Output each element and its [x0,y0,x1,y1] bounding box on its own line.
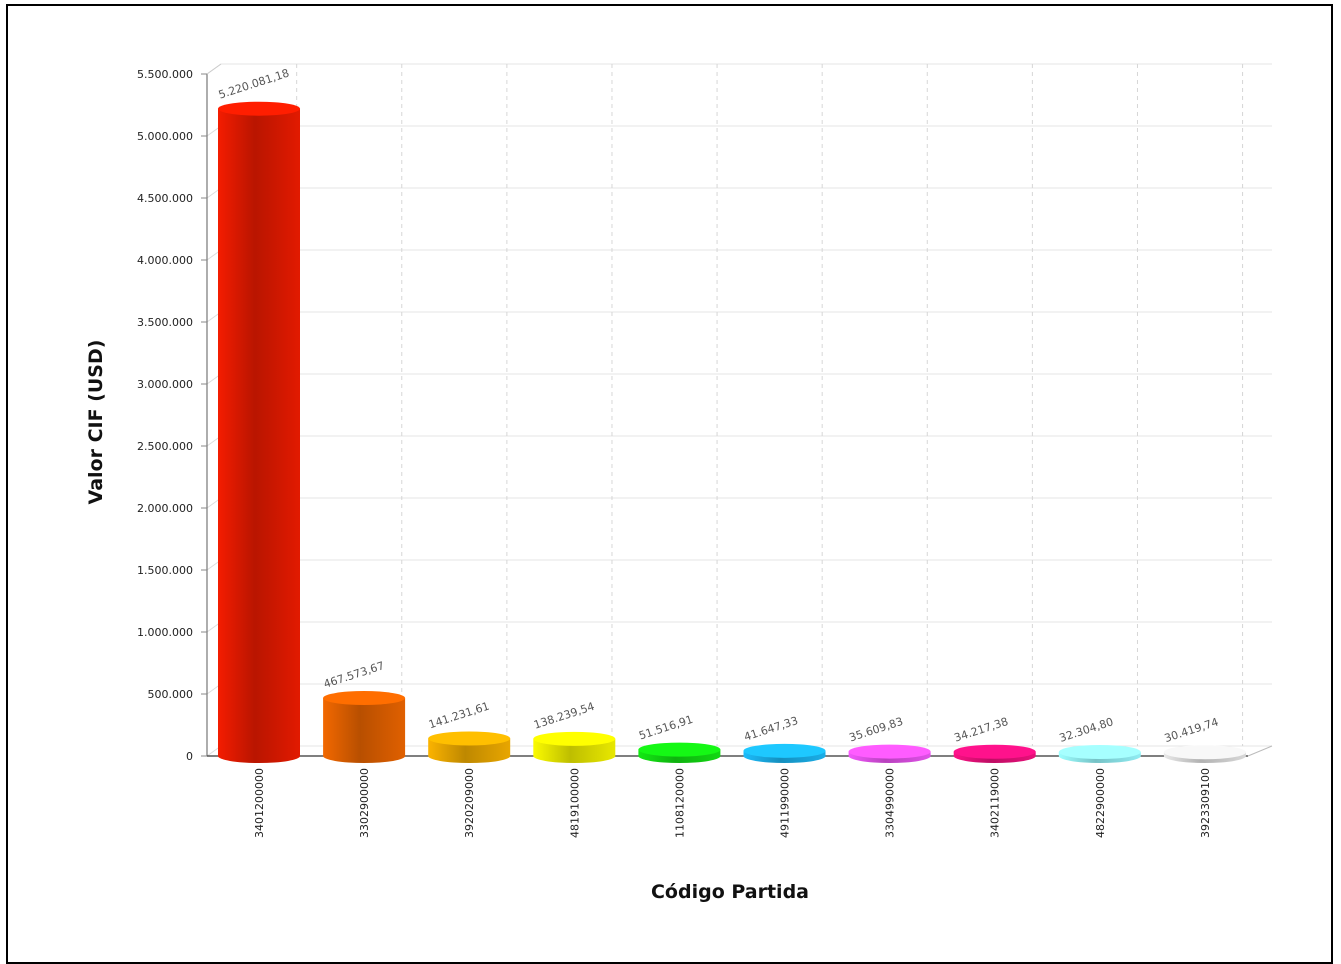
bar-4911990000[interactable] [743,743,826,764]
bar-top [848,744,931,759]
data-label: 41.647,33 [742,714,799,744]
data-labels: 5.220.081,18 467.573,67 141.231,61 138.239,… [217,66,1220,745]
x-tick-label: 4822900000 [1094,768,1107,838]
y-tick-label: 5.500.000 [137,68,193,81]
bar-3401200000[interactable] [218,101,300,763]
y-tick-label: 3.500.000 [137,316,193,329]
data-label: 138.239,54 [532,700,596,732]
x-tick-label: 3923309100 [1199,768,1212,838]
data-label: 141.231,61 [427,700,491,732]
bar-3302900000[interactable] [323,691,406,764]
x-tick-label: 4819100000 [568,768,581,838]
x-tick-label: 3402119000 [989,768,1002,838]
bar-top [533,731,616,746]
data-label: 35.609,83 [848,715,905,745]
bar-top [743,743,826,758]
bar-body [428,738,511,764]
bar-top [218,101,300,116]
bar-top [323,691,406,706]
x-axis-depth [1247,745,1273,757]
data-label: 51.516,91 [637,713,694,743]
bar-1108120000[interactable] [638,742,721,764]
x-tick-label: 4911990000 [779,768,792,838]
data-label: 5.220.081,18 [217,66,291,101]
bar-3920209000[interactable] [428,731,511,764]
x-tick-label: 3920209000 [463,768,476,838]
bar-body [218,108,300,763]
x-tick-label: 3302900000 [358,768,371,838]
x-tick-label: 1108120000 [673,768,686,838]
y-tick-label: 2.000.000 [137,502,193,515]
data-label: 467.573,67 [322,659,386,691]
bar-3402119000[interactable] [953,744,1036,763]
data-label: 30.419,74 [1163,715,1220,745]
bar-top [428,731,511,746]
bar-3923309100[interactable] [1163,745,1246,764]
data-label: 32.304,80 [1058,715,1115,745]
y-tick-label: 4.000.000 [137,254,193,267]
bar-body [323,698,406,764]
y-tick-label: 4.500.000 [137,192,193,205]
y-axis-ticks: 0 500.000 1.000.000 1.500.000 2.000.000 2.500… [137,68,207,763]
bar-top [638,742,721,757]
y-tick-label: 1.500.000 [137,564,193,577]
x-axis-ticks: 3401200000 3302900000 3920209000 4819100000… [253,768,1212,838]
x-tick-label: 3401200000 [253,768,266,838]
bar-4822900000[interactable] [1058,744,1141,764]
bar-top [1163,745,1246,760]
y-axis-title: Valor CIF (USD) [85,340,107,505]
x-axis-title: Código Partida [651,881,809,903]
y-tick-label: 1.000.000 [137,626,193,639]
y-tick-label: 2.500.000 [137,440,193,453]
y-tick-label: 3.000.000 [137,378,193,391]
y-tick-label: 5.000.000 [137,130,193,143]
grid [206,63,1272,757]
axes [206,63,1273,757]
y-axis-depth [206,63,222,75]
data-label: 34.217,38 [953,715,1010,745]
bar-4819100000[interactable] [533,731,616,764]
y-tick-label: 500.000 [148,688,194,701]
bar-top [1058,744,1141,759]
bar-top [953,744,1036,759]
y-tick-label: 0 [186,750,193,763]
x-tick-label: 3304990000 [884,768,897,838]
bar-3304990000[interactable] [848,744,931,764]
bars [218,101,1246,764]
